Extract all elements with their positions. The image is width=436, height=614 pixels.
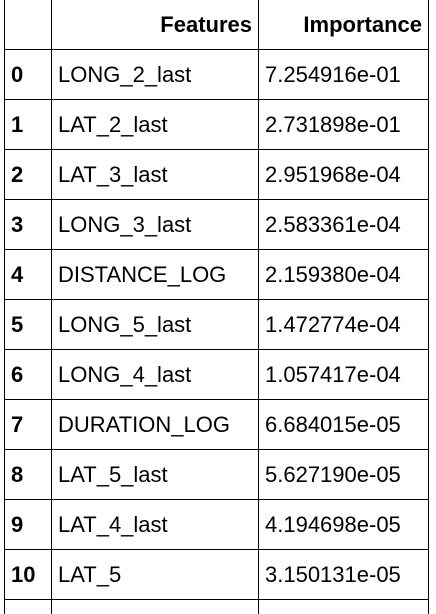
feature-cell: LONG_5_last (51, 299, 259, 350)
row-index (4, 599, 52, 614)
table-row-partial (4, 599, 429, 614)
importance-cell: 1.472774e-04 (258, 299, 429, 350)
table-body: 0 LONG_2_last 7.254916e-01 1 LAT_2_last 2.731… (4, 49, 429, 614)
feature-cell: LAT_2_last (51, 99, 259, 150)
feature-cell: LAT_3_last (51, 149, 259, 200)
feature-cell: LONG_3_last (51, 199, 259, 250)
importance-cell: 5.627190e-05 (258, 449, 429, 500)
table-row: 10 LAT_5 3.150131e-05 (4, 549, 429, 600)
row-index: 1 (4, 99, 52, 150)
row-index: 8 (4, 449, 52, 500)
table-row: 1 LAT_2_last 2.731898e-01 (4, 99, 429, 150)
row-index: 10 (4, 549, 52, 600)
features-column-header: Features (51, 0, 259, 50)
importance-cell: 1.057417e-04 (258, 349, 429, 400)
feature-cell: LONG_2_last (51, 49, 259, 100)
row-index: 0 (4, 49, 52, 100)
index-column-header (4, 0, 52, 50)
table-row: 8 LAT_5_last 5.627190e-05 (4, 449, 429, 500)
dataframe-output: Features Importance 0 LONG_2_last 7.254916… (4, 0, 430, 614)
importance-cell: 2.583361e-04 (258, 199, 429, 250)
row-index: 6 (4, 349, 52, 400)
importance-cell: 6.684015e-05 (258, 399, 429, 450)
importance-cell: 3.150131e-05 (258, 549, 429, 600)
table-row: 7 DURATION_LOG 6.684015e-05 (4, 399, 429, 450)
importance-cell: 2.159380e-04 (258, 249, 429, 300)
importance-column-header: Importance (258, 0, 429, 50)
importance-cell (258, 599, 429, 614)
feature-cell: DURATION_LOG (51, 399, 259, 450)
feature-importance-table: Features Importance 0 LONG_2_last 7.254916… (4, 0, 429, 614)
feature-cell: LAT_5 (51, 549, 259, 600)
table-row: 9 LAT_4_last 4.194698e-05 (4, 499, 429, 550)
importance-cell: 2.951968e-04 (258, 149, 429, 200)
feature-cell: DISTANCE_LOG (51, 249, 259, 300)
table-header: Features Importance (4, 0, 429, 50)
table-row: 4 DISTANCE_LOG 2.159380e-04 (4, 249, 429, 300)
importance-cell: 7.254916e-01 (258, 49, 429, 100)
feature-cell (51, 599, 259, 614)
row-index: 5 (4, 299, 52, 350)
table-row: 3 LONG_3_last 2.583361e-04 (4, 199, 429, 250)
importance-cell: 2.731898e-01 (258, 99, 429, 150)
table-row: 6 LONG_4_last 1.057417e-04 (4, 349, 429, 400)
row-index: 2 (4, 149, 52, 200)
table-row: 5 LONG_5_last 1.472774e-04 (4, 299, 429, 350)
header-row: Features Importance (4, 0, 429, 50)
row-index: 9 (4, 499, 52, 550)
importance-cell: 4.194698e-05 (258, 499, 429, 550)
feature-cell: LAT_4_last (51, 499, 259, 550)
row-index: 4 (4, 249, 52, 300)
table-row: 0 LONG_2_last 7.254916e-01 (4, 49, 429, 100)
feature-cell: LONG_4_last (51, 349, 259, 400)
row-index: 3 (4, 199, 52, 250)
row-index: 7 (4, 399, 52, 450)
table-row: 2 LAT_3_last 2.951968e-04 (4, 149, 429, 200)
feature-cell: LAT_5_last (51, 449, 259, 500)
